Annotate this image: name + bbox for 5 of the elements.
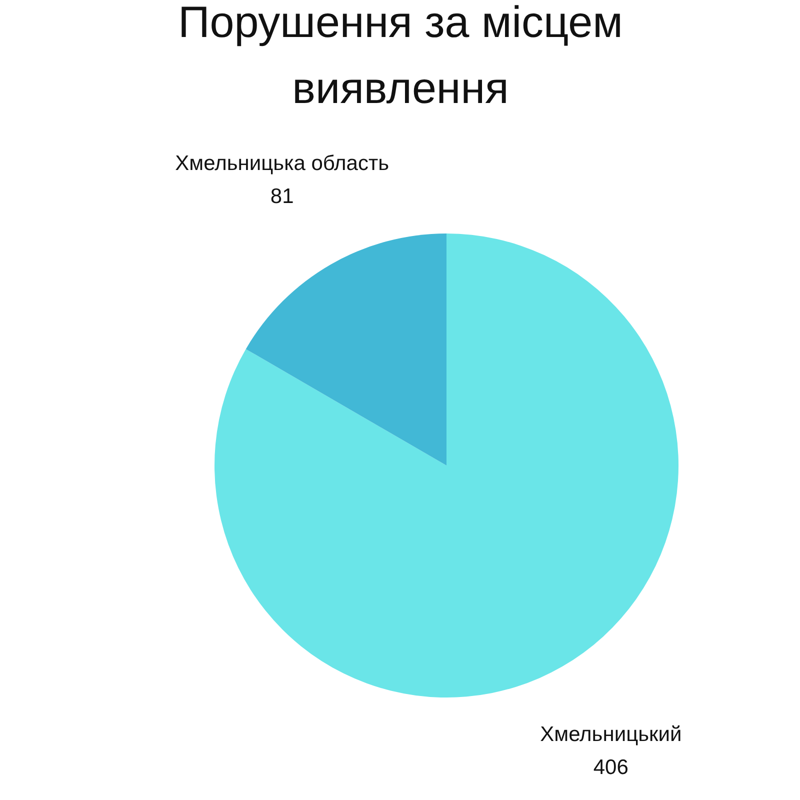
data-label: 406 (593, 756, 628, 780)
data-label: 81 (270, 185, 294, 208)
chart-title: Порушення за місцем виявлення (178, 0, 623, 114)
slice-label: Хмельницька область (175, 152, 390, 175)
slice-label: Хмельницький (540, 722, 682, 746)
